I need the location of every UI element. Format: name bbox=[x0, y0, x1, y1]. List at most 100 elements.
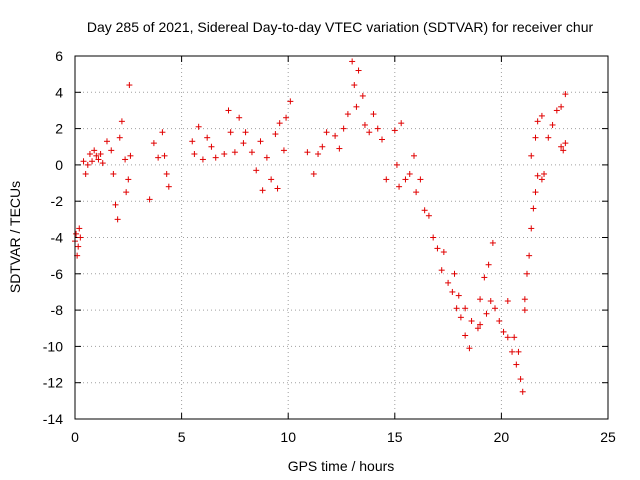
data-point-marker bbox=[481, 274, 488, 281]
data-point-marker bbox=[398, 120, 405, 127]
data-point-marker bbox=[225, 107, 232, 114]
data-point-marker bbox=[204, 134, 211, 141]
data-point-marker bbox=[355, 67, 362, 74]
data-point-marker bbox=[462, 332, 469, 339]
data-point-marker bbox=[123, 189, 130, 196]
data-point-marker bbox=[545, 134, 552, 141]
data-point-marker bbox=[361, 121, 368, 128]
data-point-marker bbox=[122, 156, 129, 163]
data-point-marker bbox=[425, 212, 432, 219]
data-point-marker bbox=[523, 270, 530, 277]
data-point-marker bbox=[511, 334, 518, 341]
data-point-marker bbox=[366, 129, 373, 136]
x-tick-label: 0 bbox=[71, 429, 79, 445]
x-axis-title: GPS time / hours bbox=[288, 458, 395, 474]
data-points bbox=[72, 58, 569, 395]
grid-lines bbox=[75, 56, 608, 419]
data-point-marker bbox=[195, 123, 202, 130]
data-point-marker bbox=[402, 176, 409, 183]
data-point-marker bbox=[558, 103, 565, 110]
x-tick-label: 15 bbox=[387, 429, 403, 445]
data-point-marker bbox=[89, 158, 96, 165]
data-point-marker bbox=[453, 305, 460, 312]
data-point-marker bbox=[248, 149, 255, 156]
x-tick-label: 10 bbox=[280, 429, 296, 445]
data-point-marker bbox=[114, 216, 121, 223]
data-point-marker bbox=[212, 154, 219, 161]
data-point-marker bbox=[353, 103, 360, 110]
data-point-marker bbox=[283, 114, 290, 121]
data-point-marker bbox=[549, 121, 556, 128]
data-point-marker bbox=[125, 176, 132, 183]
data-point-marker bbox=[287, 98, 294, 105]
data-point-marker bbox=[538, 176, 545, 183]
y-tick-label: 2 bbox=[55, 121, 63, 137]
data-point-marker bbox=[489, 239, 496, 246]
data-point-marker bbox=[485, 261, 492, 268]
data-point-marker bbox=[553, 107, 560, 114]
data-point-marker bbox=[163, 170, 170, 177]
data-point-marker bbox=[562, 140, 569, 147]
data-point-marker bbox=[274, 185, 281, 192]
y-tick-label: -6 bbox=[51, 266, 64, 282]
data-point-marker bbox=[410, 152, 417, 159]
data-point-marker bbox=[344, 111, 351, 118]
y-tick-label: 6 bbox=[55, 48, 63, 64]
data-point-marker bbox=[336, 145, 343, 152]
y-tick-label: 4 bbox=[55, 84, 63, 100]
data-point-marker bbox=[80, 158, 87, 165]
data-point-marker bbox=[118, 118, 125, 125]
data-point-marker bbox=[93, 152, 100, 159]
data-point-marker bbox=[406, 170, 413, 177]
chart-title: Day 285 of 2021, Sidereal Day-to-day VTE… bbox=[87, 19, 594, 35]
y-tick-label: 0 bbox=[55, 157, 63, 173]
data-point-marker bbox=[227, 129, 234, 136]
data-point-marker bbox=[451, 270, 458, 277]
data-point-marker bbox=[496, 317, 503, 324]
data-point-marker bbox=[127, 152, 134, 159]
data-point-marker bbox=[150, 140, 157, 147]
data-point-marker bbox=[504, 334, 511, 341]
data-point-marker bbox=[110, 170, 117, 177]
axis-ticks bbox=[74, 55, 609, 420]
data-point-marker bbox=[483, 310, 490, 317]
data-point-marker bbox=[396, 183, 403, 190]
data-point-marker bbox=[509, 348, 516, 355]
data-point-marker bbox=[477, 296, 484, 303]
y-tick-label: -10 bbox=[43, 338, 63, 354]
data-point-marker bbox=[280, 147, 287, 154]
data-point-marker bbox=[562, 91, 569, 98]
data-point-marker bbox=[519, 388, 526, 395]
data-point-marker bbox=[231, 149, 238, 156]
y-tick-label: -8 bbox=[51, 302, 64, 318]
data-point-marker bbox=[528, 152, 535, 159]
data-point-marker bbox=[526, 252, 533, 259]
data-point-marker bbox=[86, 151, 93, 158]
data-point-marker bbox=[351, 82, 358, 89]
y-tick-label: -14 bbox=[43, 411, 63, 427]
y-tick-labels: -14 -12 -10 -8 -6 -4 -2 0 2 4 6 bbox=[43, 48, 63, 427]
data-point-marker bbox=[504, 298, 511, 305]
data-point-marker bbox=[310, 170, 317, 177]
data-point-marker bbox=[521, 307, 528, 314]
y-tick-label: -2 bbox=[51, 193, 64, 209]
y-axis-title: SDTVAR / TECUs bbox=[7, 181, 23, 293]
data-point-marker bbox=[97, 151, 104, 158]
data-point-marker bbox=[515, 348, 522, 355]
data-point-marker bbox=[165, 183, 172, 190]
data-point-marker bbox=[159, 129, 166, 136]
data-point-marker bbox=[236, 114, 243, 121]
data-point-marker bbox=[434, 245, 441, 252]
data-point-marker bbox=[332, 132, 339, 139]
y-tick-label: -4 bbox=[51, 230, 64, 246]
data-point-marker bbox=[75, 243, 82, 250]
data-point-marker bbox=[455, 292, 462, 299]
data-point-marker bbox=[440, 249, 447, 256]
data-point-marker bbox=[477, 321, 484, 328]
data-point-marker bbox=[393, 161, 400, 168]
data-point-marker bbox=[242, 129, 249, 136]
data-point-marker bbox=[541, 170, 548, 177]
data-point-marker bbox=[263, 154, 270, 161]
x-tick-labels: 0 5 10 15 20 25 bbox=[71, 429, 616, 445]
plot-frame bbox=[74, 55, 609, 420]
